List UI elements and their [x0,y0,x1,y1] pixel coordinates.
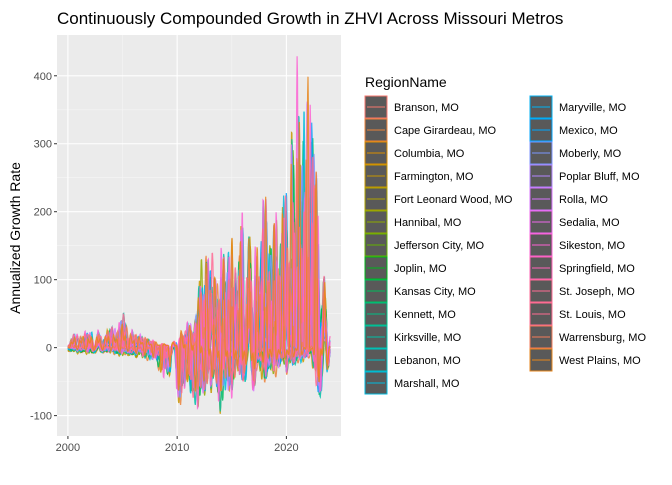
legend-label: Branson, MO [394,102,459,114]
legend-key [529,210,553,234]
legend-key [364,141,388,165]
x-tick-label: 2000 [56,442,80,454]
legend-key [364,371,388,395]
legend-label: Kansas City, MO [394,286,476,298]
legend-key [529,164,553,188]
legend-key [529,302,553,326]
legend-label: Farmington, MO [394,171,474,183]
legend-label: Jefferson City, MO [394,240,485,252]
legend-key [529,141,553,165]
legend-label: Fort Leonard Wood, MO [394,194,513,206]
legend-label: Springfield, MO [559,263,635,275]
legend-key [364,95,388,119]
y-tick-label: 100 [34,275,52,287]
legend-key [529,256,553,280]
y-tick-label: 0 [46,343,52,355]
legend-key [364,210,388,234]
legend-label: St. Louis, MO [559,309,626,321]
series-line [67,76,331,393]
legend-label: Kirksville, MO [394,332,462,344]
series-group [67,56,331,414]
legend-label: Rolla, MO [559,194,608,206]
legend-label: Mexico, MO [559,125,618,137]
legend: RegionName Branson, MO Cape Girardeau, MO… [364,74,646,395]
legend-label: Moberly, MO [559,148,622,160]
y-tick-label: 300 [34,139,52,151]
legend-key [529,233,553,257]
legend-label: West Plains, MO [559,355,641,367]
legend-title: RegionName [365,74,447,90]
legend-label: Marshall, MO [394,378,460,390]
legend-key [529,279,553,303]
legend-label: St. Joseph, MO [559,286,635,298]
legend-label: Kennett, MO [394,309,456,321]
legend-key [364,256,388,280]
y-tick-label: -100 [30,411,52,423]
data-series-layer [67,56,331,414]
legend-key [364,118,388,142]
legend-label: Lebanon, MO [394,355,461,367]
legend-label: Hannibal, MO [394,217,462,229]
y-tick-label: 400 [34,71,52,83]
legend-key [364,348,388,372]
legend-key [364,279,388,303]
legend-key [529,325,553,349]
legend-label: Warrensburg, MO [559,332,646,344]
x-tick-label: 2020 [274,442,298,454]
legend-key [364,233,388,257]
y-tick-label: 200 [34,207,52,219]
legend-key [529,95,553,119]
legend-key [364,187,388,211]
legend-label: Cape Girardeau, MO [394,125,497,137]
legend-label: Sikeston, MO [559,240,625,252]
legend-label: Poplar Bluff, MO [559,171,640,183]
axes: -100 0 100 200 300 400 2000 2010 2020 [30,71,299,454]
y-axis-label: Annualized Growth Rate [7,162,23,314]
legend-label: Maryville, MO [559,102,627,114]
legend-key [529,118,553,142]
legend-key [364,164,388,188]
x-tick-label: 2010 [165,442,189,454]
legend-key [364,325,388,349]
legend-label: Joplin, MO [394,263,447,275]
legend-key [529,187,553,211]
legend-label: Sedalia, MO [559,217,620,229]
legend-label: Columbia, MO [394,148,465,160]
legend-key [529,348,553,372]
legend-key [364,302,388,326]
chart-title: Continuously Compounded Growth in ZHVI A… [57,9,563,28]
